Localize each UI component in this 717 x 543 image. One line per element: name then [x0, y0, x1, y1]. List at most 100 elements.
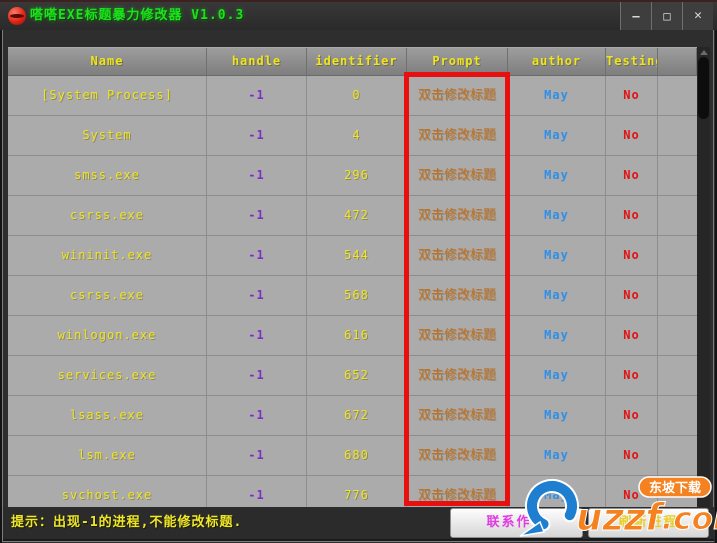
refresh-process-button[interactable]: 刷新进程	[588, 508, 709, 538]
cell-process-name: [System Process]	[8, 76, 207, 115]
cell-handle: -1	[207, 196, 307, 235]
cell-prompt[interactable]: 双击修改标题	[407, 356, 508, 395]
column-header-extra	[658, 48, 697, 75]
cell-prompt[interactable]: 双击修改标题	[407, 276, 508, 315]
window-border-left	[0, 2, 2, 543]
table-row[interactable]: lsass.exe -1 672 双击修改标题 May No	[8, 396, 697, 436]
cell-identifier: 296	[307, 156, 407, 195]
cell-identifier: 568	[307, 276, 407, 315]
cell-identifier: 672	[307, 396, 407, 435]
cell-author: May	[508, 316, 606, 355]
cell-extra	[658, 316, 697, 355]
table-row[interactable]: wininit.exe -1 544 双击修改标题 May No	[8, 236, 697, 276]
cell-handle: -1	[207, 396, 307, 435]
cell-testing: No	[606, 156, 658, 195]
cell-extra	[658, 196, 697, 235]
table-row[interactable]: svchost.exe -1 776 双击修改标题 May No	[8, 476, 697, 507]
cell-author: May	[508, 436, 606, 475]
column-header-testing[interactable]: Testing	[606, 48, 658, 75]
cell-prompt[interactable]: 双击修改标题	[407, 436, 508, 475]
cell-process-name: svchost.exe	[8, 476, 207, 507]
cell-extra	[658, 276, 697, 315]
window-inner-border-left	[2, 28, 3, 542]
cell-extra	[658, 476, 697, 507]
cell-prompt[interactable]: 双击修改标题	[407, 156, 508, 195]
cell-prompt[interactable]: 双击修改标题	[407, 476, 508, 507]
cell-prompt[interactable]: 双击修改标题	[407, 396, 508, 435]
cell-extra	[658, 236, 697, 275]
cell-extra	[658, 396, 697, 435]
minimize-button[interactable]: —	[620, 2, 651, 30]
cell-handle: -1	[207, 276, 307, 315]
cell-extra	[658, 76, 697, 115]
window-title: 嗒嗒EXE标题暴力修改器 V1.0.3	[30, 8, 245, 23]
cell-author: May	[508, 476, 606, 507]
title-bar[interactable]: 嗒嗒EXE标题暴力修改器 V1.0.3 — □ ✕	[0, 2, 717, 30]
table-row[interactable]: winlogon.exe -1 616 双击修改标题 May No	[8, 316, 697, 356]
cell-testing: No	[606, 196, 658, 235]
column-header-author[interactable]: author	[508, 48, 606, 75]
table-row[interactable]: System -1 4 双击修改标题 May No	[8, 116, 697, 156]
window-controls: — □ ✕	[620, 2, 713, 30]
cell-identifier: 680	[307, 436, 407, 475]
maximize-button[interactable]: □	[651, 2, 682, 30]
cell-testing: No	[606, 236, 658, 275]
cell-identifier: 652	[307, 356, 407, 395]
cell-process-name: csrss.exe	[8, 196, 207, 235]
column-header-name[interactable]: Name	[8, 48, 207, 75]
cell-process-name: smss.exe	[8, 156, 207, 195]
cell-identifier: 776	[307, 476, 407, 507]
table-row[interactable]: [System Process] -1 0 双击修改标题 May No	[8, 76, 697, 116]
cell-handle: -1	[207, 76, 307, 115]
column-header-handle[interactable]: handle	[207, 48, 307, 75]
cell-prompt[interactable]: 双击修改标题	[407, 196, 508, 235]
cell-handle: -1	[207, 356, 307, 395]
cell-identifier: 544	[307, 236, 407, 275]
cell-author: May	[508, 156, 606, 195]
cell-testing: No	[606, 356, 658, 395]
cell-prompt[interactable]: 双击修改标题	[407, 76, 508, 115]
cell-author: May	[508, 396, 606, 435]
status-tip-text: 提示：出现-1的进程,不能修改标题.	[11, 515, 243, 530]
cell-handle: -1	[207, 156, 307, 195]
cell-testing: No	[606, 396, 658, 435]
table-row[interactable]: csrss.exe -1 568 双击修改标题 May No	[8, 276, 697, 316]
table-header-row: Name handle identifier Prompt author Tes…	[8, 47, 697, 76]
cell-prompt[interactable]: 双击修改标题	[407, 236, 508, 275]
cell-prompt[interactable]: 双击修改标题	[407, 116, 508, 155]
contact-author-button[interactable]: 联系作者	[450, 508, 583, 538]
cell-process-name: lsm.exe	[8, 436, 207, 475]
table-row[interactable]: services.exe -1 652 双击修改标题 May No	[8, 356, 697, 396]
table-row[interactable]: csrss.exe -1 472 双击修改标题 May No	[8, 196, 697, 236]
table-row[interactable]: lsm.exe -1 680 双击修改标题 May No	[8, 436, 697, 476]
close-button[interactable]: ✕	[682, 2, 713, 30]
cell-testing: No	[606, 276, 658, 315]
scroll-up-icon[interactable]	[700, 50, 708, 55]
cell-prompt[interactable]: 双击修改标题	[407, 316, 508, 355]
cell-author: May	[508, 196, 606, 235]
window-border-right	[715, 2, 717, 543]
scrollbar-thumb[interactable]	[698, 57, 709, 119]
cell-identifier: 472	[307, 196, 407, 235]
window-inner-border-bottom	[2, 541, 714, 542]
cell-handle: -1	[207, 316, 307, 355]
app-icon	[8, 7, 26, 25]
vertical-scrollbar[interactable]	[697, 47, 710, 507]
column-header-identifier[interactable]: identifier	[307, 48, 407, 75]
cell-process-name: csrss.exe	[8, 276, 207, 315]
cell-testing: No	[606, 476, 658, 507]
cell-extra	[658, 156, 697, 195]
cell-author: May	[508, 356, 606, 395]
cell-handle: -1	[207, 236, 307, 275]
cell-identifier: 0	[307, 76, 407, 115]
cell-extra	[658, 116, 697, 155]
cell-testing: No	[606, 436, 658, 475]
cell-testing: No	[606, 316, 658, 355]
cell-author: May	[508, 76, 606, 115]
process-table: Name handle identifier Prompt author Tes…	[8, 47, 697, 507]
cell-handle: -1	[207, 116, 307, 155]
column-header-prompt[interactable]: Prompt	[407, 48, 508, 75]
table-row[interactable]: smss.exe -1 296 双击修改标题 May No	[8, 156, 697, 196]
cell-extra	[658, 436, 697, 475]
